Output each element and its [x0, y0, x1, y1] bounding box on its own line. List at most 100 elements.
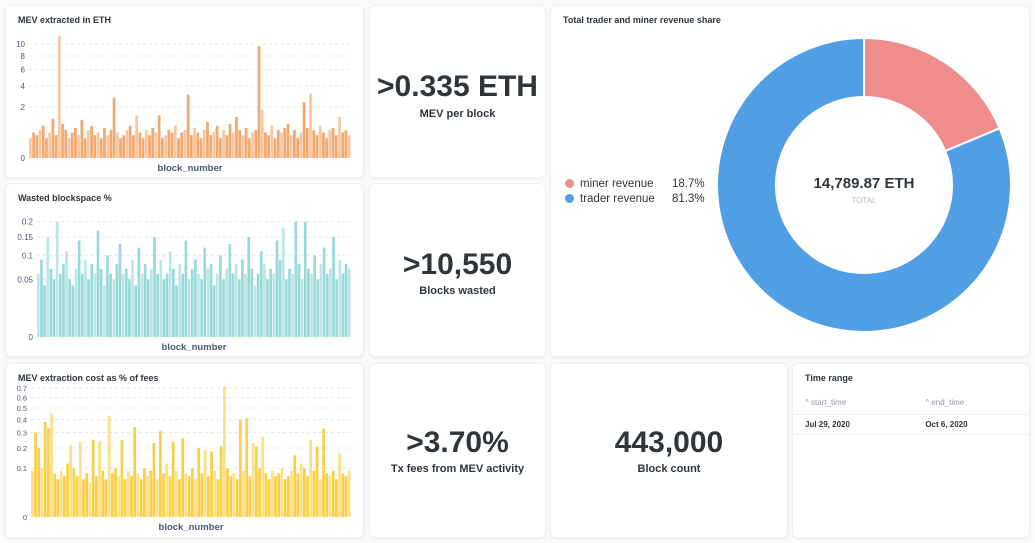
bar[interactable] [107, 415, 111, 517]
bar[interactable] [215, 125, 219, 158]
bar[interactable] [232, 473, 236, 517]
bar[interactable] [106, 135, 110, 158]
bar[interactable] [164, 135, 167, 158]
bar[interactable] [347, 268, 351, 337]
bar[interactable] [276, 130, 280, 158]
bar[interactable] [259, 251, 263, 337]
bar[interactable] [104, 479, 108, 517]
bar[interactable] [173, 125, 177, 158]
bar[interactable] [331, 470, 335, 517]
bar[interactable] [307, 268, 310, 337]
bar[interactable] [344, 264, 348, 337]
bar[interactable] [312, 130, 316, 158]
bar[interactable] [128, 125, 132, 158]
bar[interactable] [67, 138, 71, 158]
bar[interactable] [51, 118, 55, 158]
bar[interactable] [287, 476, 290, 517]
bar[interactable] [180, 132, 184, 158]
bar[interactable] [338, 453, 341, 517]
bar[interactable] [254, 130, 258, 158]
bar[interactable] [69, 444, 73, 517]
bar[interactable] [151, 127, 155, 158]
bar[interactable] [133, 427, 137, 517]
bar[interactable] [168, 251, 172, 337]
card-title[interactable]: Wasted blockspace % [18, 193, 112, 203]
bar[interactable] [229, 476, 233, 517]
bar[interactable] [197, 273, 200, 337]
bar[interactable] [125, 130, 129, 158]
bar[interactable] [146, 279, 150, 337]
bar[interactable] [47, 428, 50, 517]
bar[interactable] [165, 463, 169, 517]
bar[interactable] [256, 273, 260, 337]
bar[interactable] [72, 468, 76, 517]
bar[interactable] [123, 479, 127, 517]
bar[interactable] [338, 116, 341, 158]
bar[interactable] [31, 470, 34, 517]
bar[interactable] [38, 130, 42, 158]
bar[interactable] [149, 470, 153, 517]
bar[interactable] [141, 138, 145, 158]
bar[interactable] [309, 439, 313, 517]
bar[interactable] [318, 125, 322, 158]
bar[interactable] [37, 273, 40, 337]
bar[interactable] [193, 127, 196, 158]
bar[interactable] [50, 413, 53, 517]
bar[interactable] [328, 130, 332, 158]
bar[interactable] [338, 259, 342, 337]
bar[interactable] [244, 273, 247, 337]
bar[interactable] [210, 451, 213, 517]
bar[interactable] [187, 279, 191, 337]
bar[interactable] [306, 476, 309, 517]
bar[interactable] [43, 285, 46, 337]
bar[interactable] [118, 243, 122, 337]
bar[interactable] [258, 468, 261, 517]
bar[interactable] [344, 476, 348, 517]
bar[interactable] [131, 259, 134, 337]
bar[interactable] [46, 237, 50, 337]
bar[interactable] [181, 273, 185, 337]
bar[interactable] [172, 268, 175, 337]
bar[interactable] [347, 135, 351, 158]
bar[interactable] [239, 419, 242, 517]
bar[interactable] [207, 476, 210, 517]
bar[interactable] [111, 473, 114, 517]
bar[interactable] [275, 240, 279, 337]
bar[interactable] [85, 473, 89, 517]
bar[interactable] [272, 273, 276, 337]
bar[interactable] [177, 138, 180, 158]
bar[interactable] [181, 438, 185, 517]
bar[interactable] [341, 132, 345, 158]
bar[interactable] [49, 268, 53, 337]
bar[interactable] [64, 130, 68, 158]
bar[interactable] [45, 138, 48, 158]
bar[interactable] [278, 259, 282, 337]
bar[interactable] [257, 46, 261, 158]
bar[interactable] [150, 268, 153, 337]
bar[interactable] [159, 431, 162, 517]
bar[interactable] [157, 115, 161, 158]
bar[interactable] [96, 132, 100, 158]
bar[interactable] [245, 418, 249, 517]
bar[interactable] [52, 279, 56, 337]
bar[interactable] [293, 455, 297, 517]
column-header-end-time[interactable]: ^ end_time [925, 398, 965, 407]
bar[interactable] [261, 436, 265, 517]
bar[interactable] [235, 479, 239, 517]
bar[interactable] [35, 135, 39, 158]
bar[interactable] [286, 123, 290, 158]
bar[interactable] [140, 273, 144, 337]
bar[interactable] [294, 221, 298, 337]
bar[interactable] [319, 479, 322, 517]
bar[interactable] [303, 221, 307, 337]
bar[interactable] [238, 130, 242, 158]
bar[interactable] [253, 285, 257, 337]
bar[interactable] [134, 285, 138, 337]
bar[interactable] [242, 470, 245, 517]
bar[interactable] [119, 138, 122, 158]
bar[interactable] [138, 132, 142, 158]
bar[interactable] [184, 240, 188, 337]
bar[interactable] [130, 476, 133, 517]
bar[interactable] [197, 448, 201, 517]
bar[interactable] [178, 479, 181, 517]
